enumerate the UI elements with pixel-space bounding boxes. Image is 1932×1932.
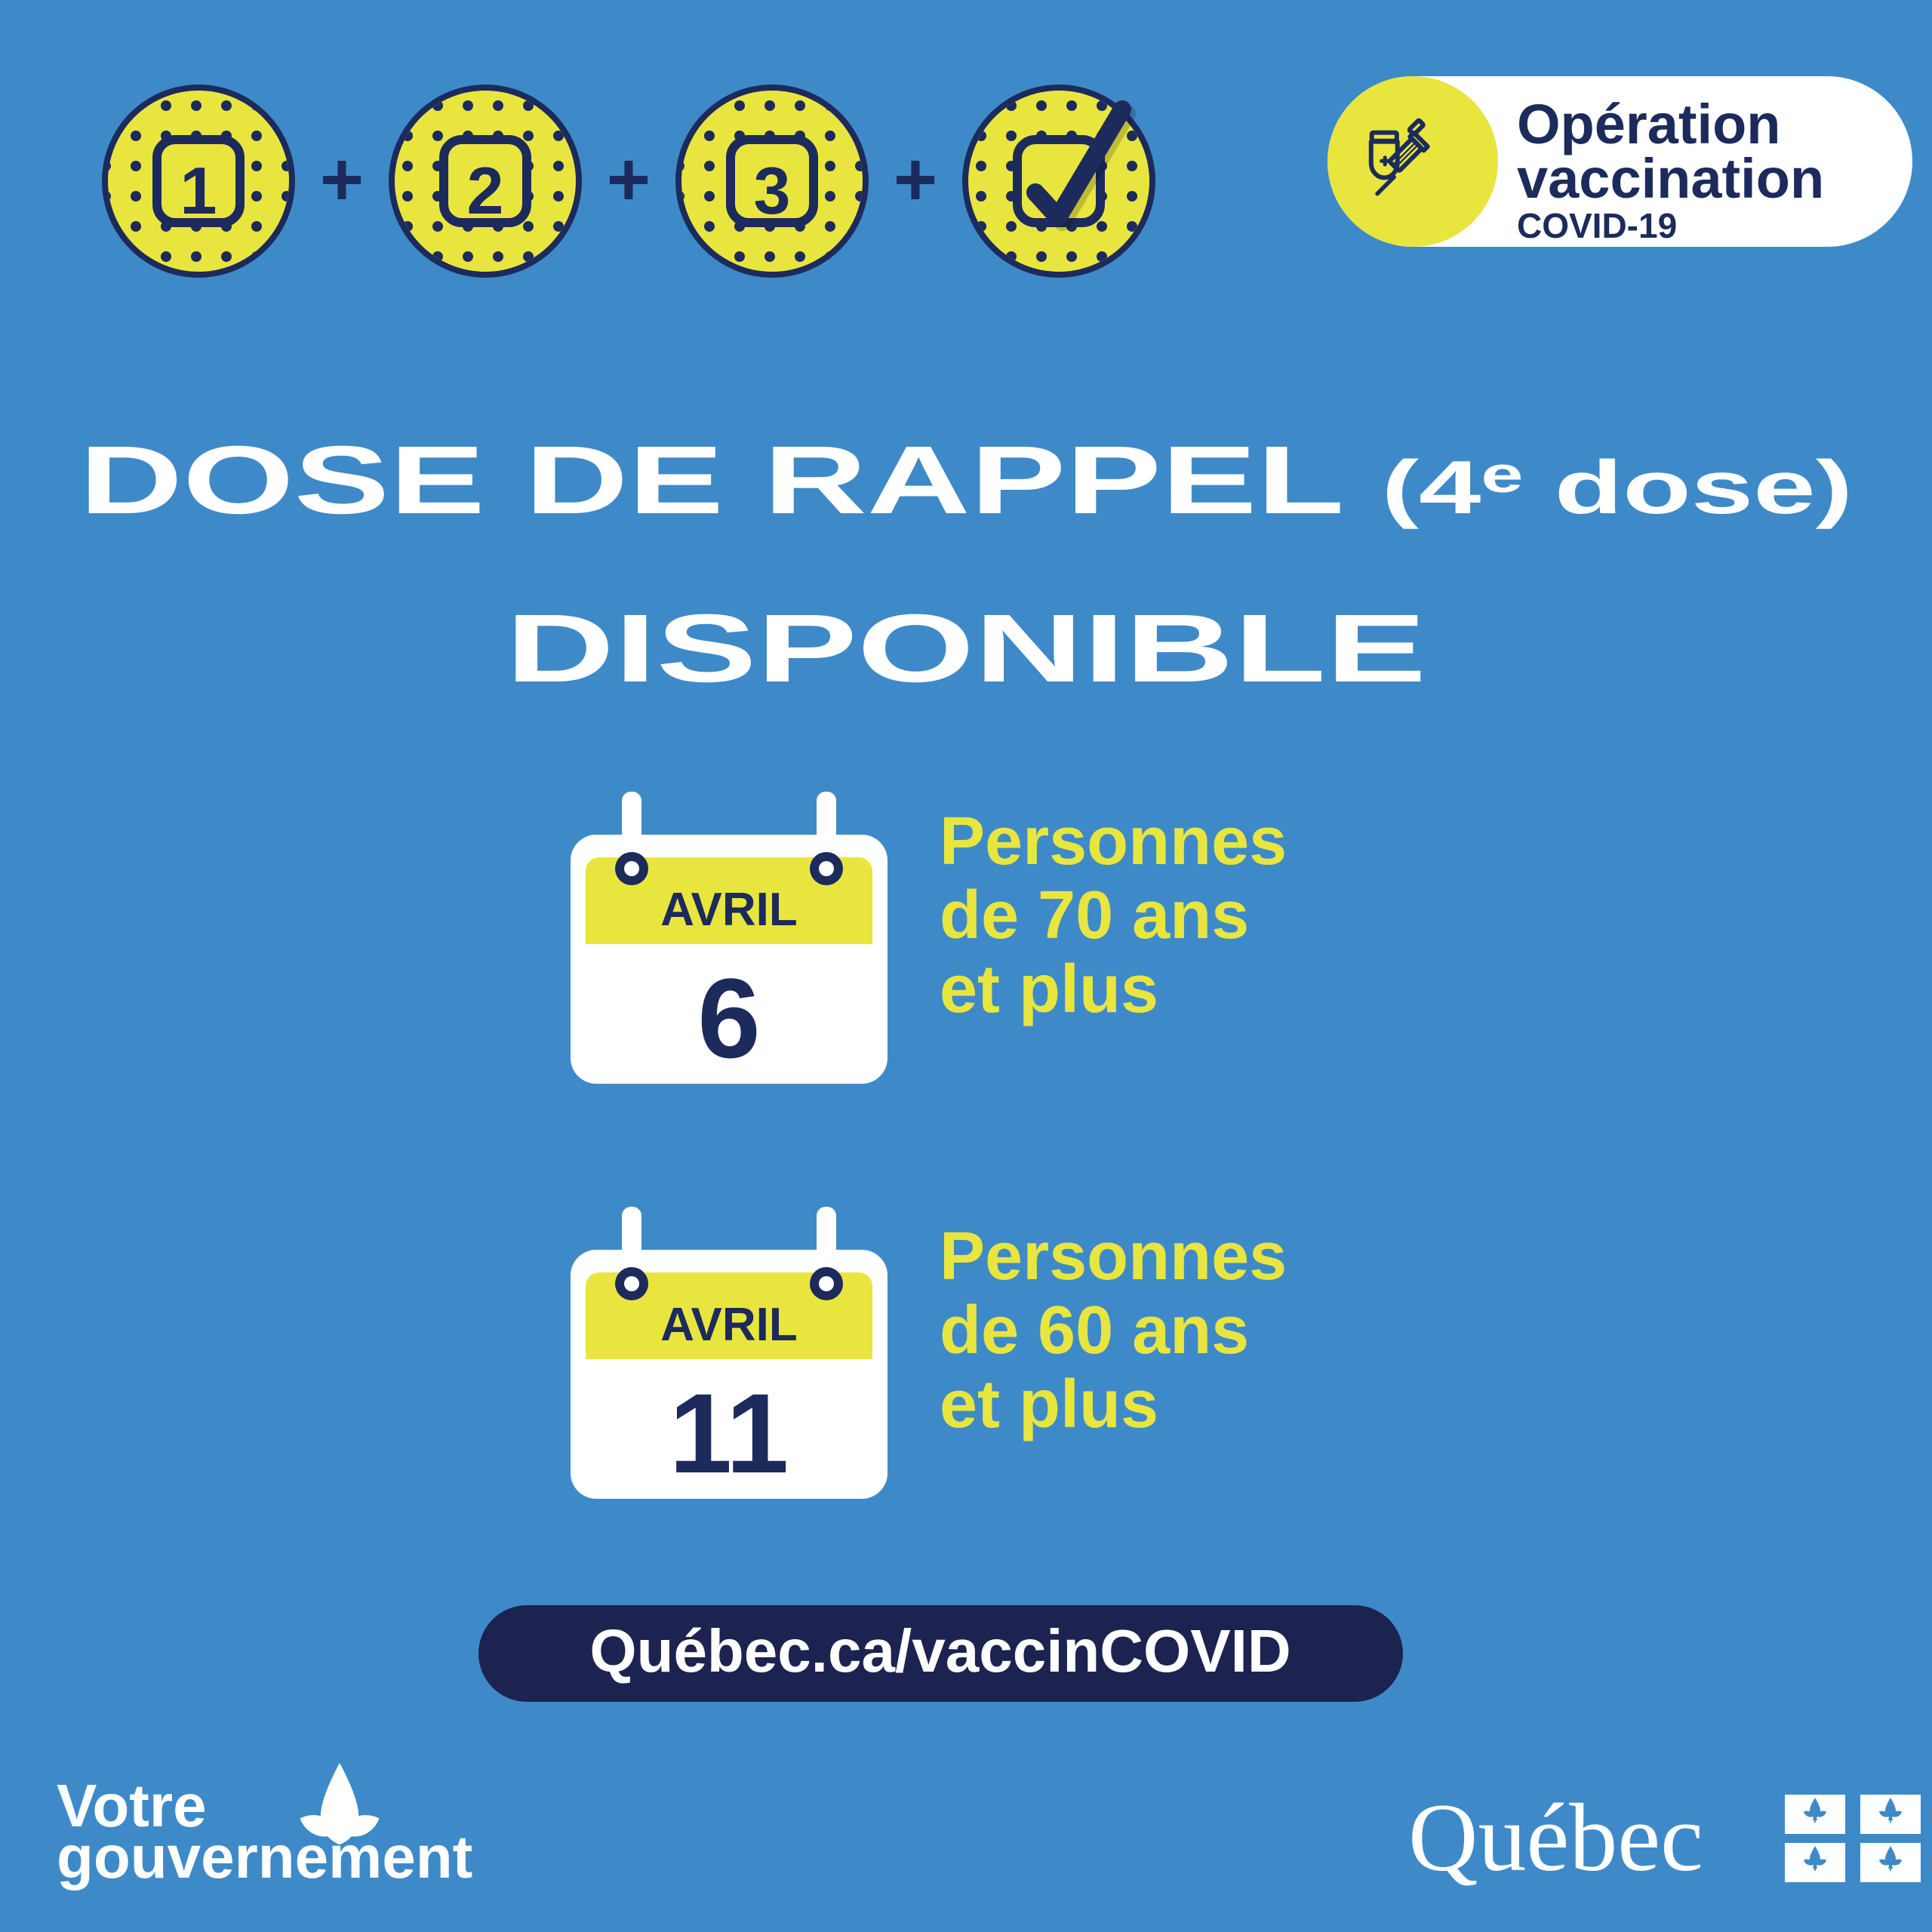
svg-text:+: + <box>894 137 937 222</box>
svg-text:COVID-19: COVID-19 <box>1517 206 1677 245</box>
svg-text:+: + <box>607 137 651 222</box>
svg-text:2: 2 <box>467 153 504 228</box>
svg-text:DISPONIBLE: DISPONIBLE <box>506 595 1426 703</box>
svg-text:et plus: et plus <box>940 1367 1158 1442</box>
svg-text:de 70 ans: de 70 ans <box>940 878 1249 953</box>
svg-text:6: 6 <box>697 955 760 1081</box>
svg-text:Québec: Québec <box>1408 1784 1703 1891</box>
svg-text:vaccination: vaccination <box>1517 147 1824 210</box>
svg-text:1: 1 <box>180 153 217 228</box>
svg-text:Québec.ca/vaccinCOVID: Québec.ca/vaccinCOVID <box>589 1617 1291 1684</box>
svg-text:DOSE DE RAPPEL (4e dose): DOSE DE RAPPEL (4 e dose) <box>79 426 1853 534</box>
svg-text:11: 11 <box>669 1370 789 1497</box>
svg-text:Personnes: Personnes <box>940 804 1287 879</box>
svg-text:de 60 ans: de 60 ans <box>940 1293 1249 1368</box>
svg-text:gouvernement: gouvernement <box>57 1823 472 1890</box>
svg-text:et plus: et plus <box>940 952 1158 1027</box>
svg-text:AVRIL: AVRIL <box>660 1299 797 1351</box>
svg-text:Personnes: Personnes <box>940 1219 1287 1294</box>
svg-text:+: + <box>320 137 364 222</box>
svg-text:3: 3 <box>754 153 791 228</box>
svg-text:AVRIL: AVRIL <box>660 884 797 936</box>
svg-text:Opération: Opération <box>1517 93 1780 155</box>
